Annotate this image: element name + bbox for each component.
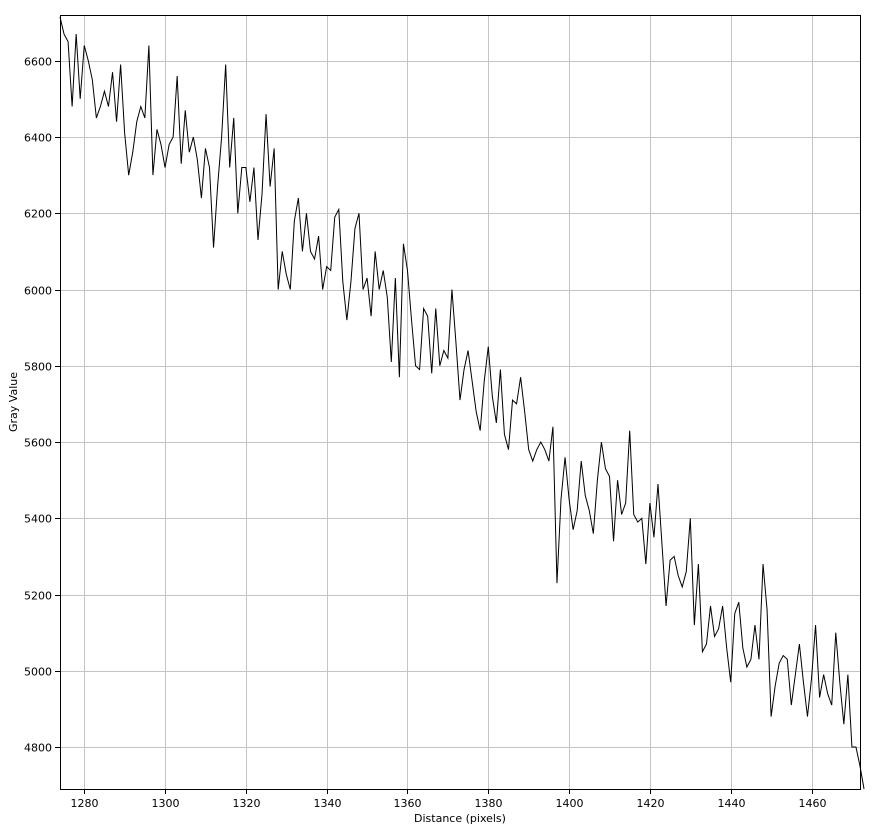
- x-tick-label: 1460: [799, 797, 827, 810]
- series-line: [59, 16, 865, 790]
- x-tick-label: 1360: [394, 797, 422, 810]
- y-tick-label: 5400: [24, 513, 52, 526]
- x-tick-label: 1340: [314, 797, 342, 810]
- y-tick-label: 5800: [24, 361, 52, 374]
- plot-area: [60, 15, 861, 790]
- y-tick-label: 6400: [24, 132, 52, 145]
- grid-lines: [60, 15, 860, 789]
- x-tick-label: 1280: [71, 797, 99, 810]
- x-tick-label: 1300: [152, 797, 180, 810]
- x-tick-label: 1420: [637, 797, 665, 810]
- x-tick-label: 1380: [475, 797, 503, 810]
- y-axis-title: Gray Value: [7, 372, 20, 432]
- y-tick-label: 6000: [24, 285, 52, 298]
- x-tick-label: 1320: [233, 797, 261, 810]
- x-axis-title: Distance (pixels): [414, 812, 506, 825]
- y-tick-label: 5600: [24, 437, 52, 450]
- y-tick-label: 5200: [24, 590, 52, 603]
- y-tick-label: 5000: [24, 666, 52, 679]
- x-tick-label: 1440: [718, 797, 746, 810]
- y-tick-label: 6600: [24, 56, 52, 69]
- x-tick-label: 1400: [556, 797, 584, 810]
- axis-ticks: 1280 1300 1320 1340 1360 1380 1400 1420 1440 1460…: [24, 56, 827, 811]
- y-tick-label: 6200: [24, 208, 52, 221]
- y-tick-label: 4800: [24, 742, 52, 755]
